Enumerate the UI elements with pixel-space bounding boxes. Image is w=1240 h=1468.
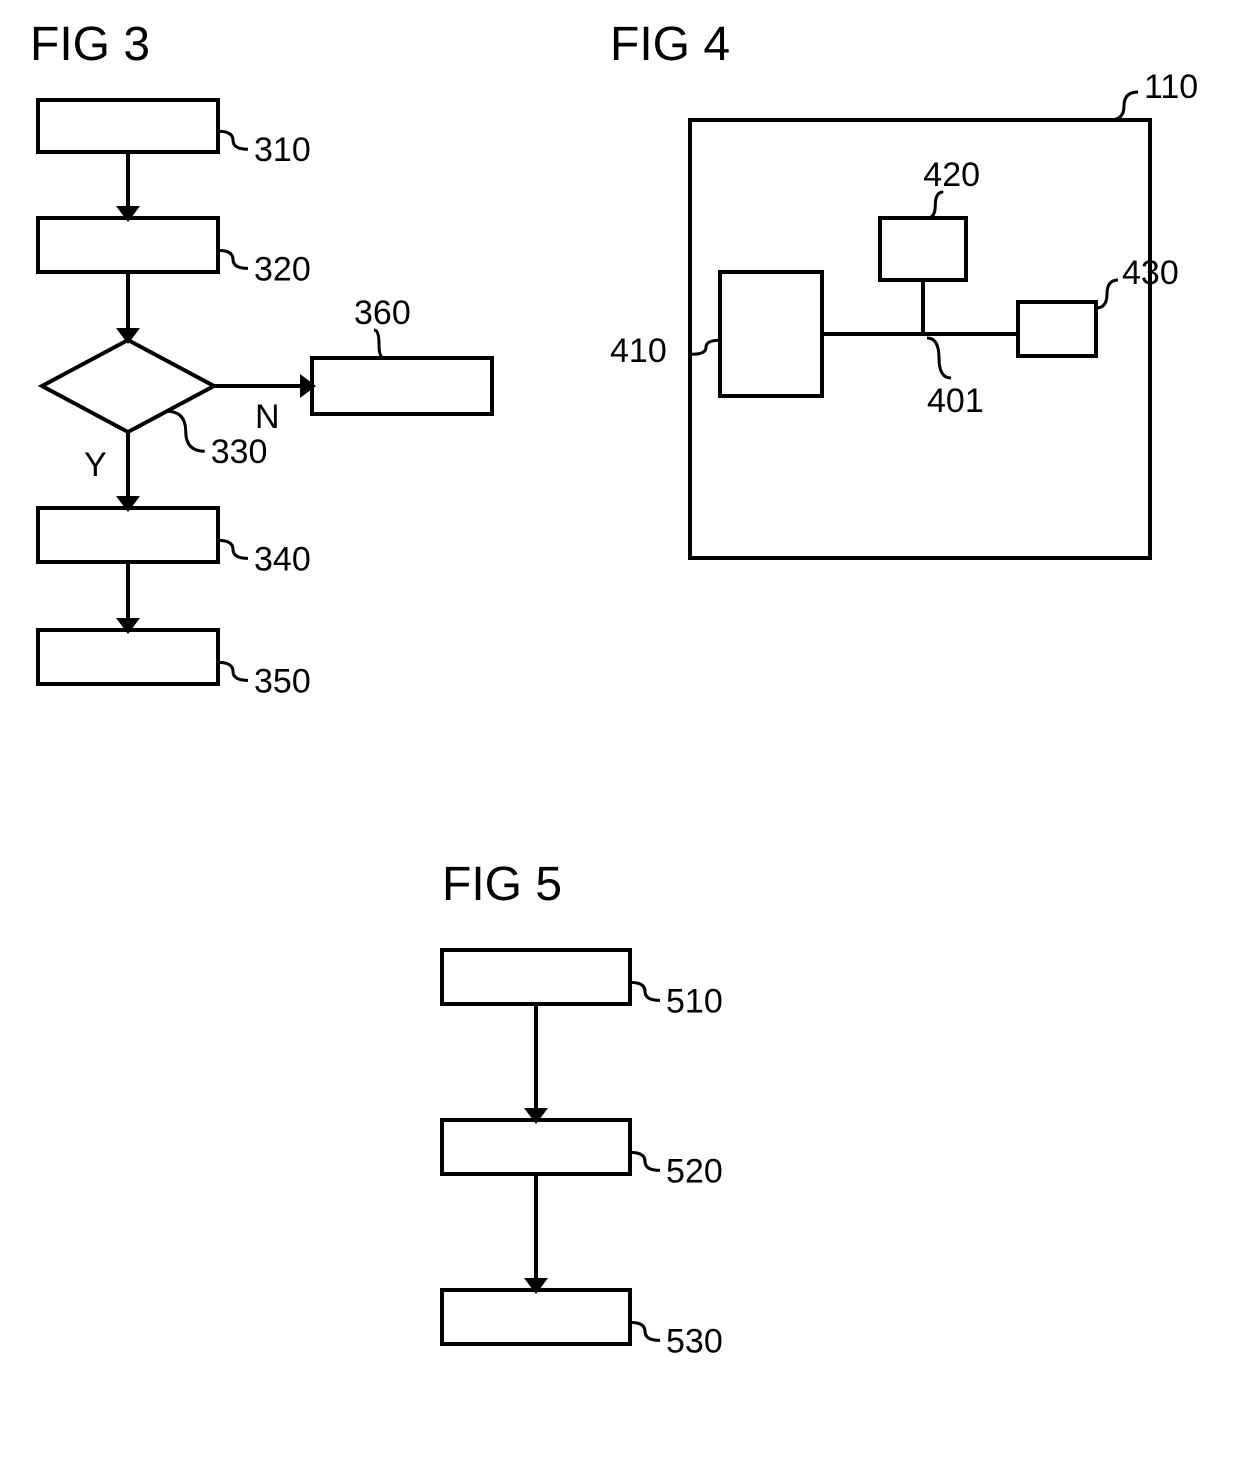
- box-420-label: 420: [923, 156, 980, 194]
- box-350: [38, 630, 218, 684]
- box-510-label: 510: [666, 982, 723, 1020]
- lead-line: [630, 1322, 660, 1340]
- box-430-label: 430: [1122, 254, 1179, 292]
- lead-line: [927, 338, 951, 378]
- branch-no: N: [255, 398, 280, 436]
- arrowhead: [116, 328, 140, 344]
- fig3-title: FIG 3: [30, 18, 150, 71]
- box-310-label: 310: [254, 131, 311, 169]
- box-520: [442, 1120, 630, 1174]
- lead-line: [630, 982, 660, 1000]
- lead-line: [1110, 92, 1138, 120]
- box-510: [442, 950, 630, 1004]
- box-520-label: 520: [666, 1152, 723, 1190]
- outer-110: [690, 120, 1150, 558]
- box-320: [38, 218, 218, 272]
- branch-yes: Y: [84, 446, 107, 484]
- box-320-label: 320: [254, 250, 311, 288]
- box-340: [38, 508, 218, 562]
- box-530: [442, 1290, 630, 1344]
- lead-line: [927, 192, 943, 218]
- lead-line: [218, 662, 248, 680]
- fig5-title: FIG 5: [442, 858, 562, 911]
- box-410: [720, 272, 822, 396]
- lead-line: [374, 330, 384, 358]
- lead-line: [1096, 280, 1118, 308]
- box-360: [312, 358, 492, 414]
- bus-401-label: 401: [927, 382, 984, 420]
- box-350-label: 350: [254, 662, 311, 700]
- box-530-label: 530: [666, 1322, 723, 1360]
- box-360-label: 360: [354, 294, 411, 332]
- fig4-title: FIG 4: [610, 18, 730, 71]
- decision-330: [42, 340, 214, 432]
- lead-line: [218, 131, 248, 149]
- outer-110-label: 110: [1144, 68, 1198, 106]
- box-420: [880, 218, 966, 280]
- lead-line: [630, 1152, 660, 1170]
- box-430: [1018, 302, 1096, 356]
- lead-line: [167, 411, 205, 451]
- decision-330-label: 330: [211, 433, 268, 471]
- lead-line: [692, 340, 720, 354]
- lead-line: [218, 250, 248, 268]
- box-340-label: 340: [254, 540, 311, 578]
- box-310: [38, 100, 218, 152]
- lead-line: [218, 540, 248, 558]
- box-410-label: 410: [610, 332, 667, 370]
